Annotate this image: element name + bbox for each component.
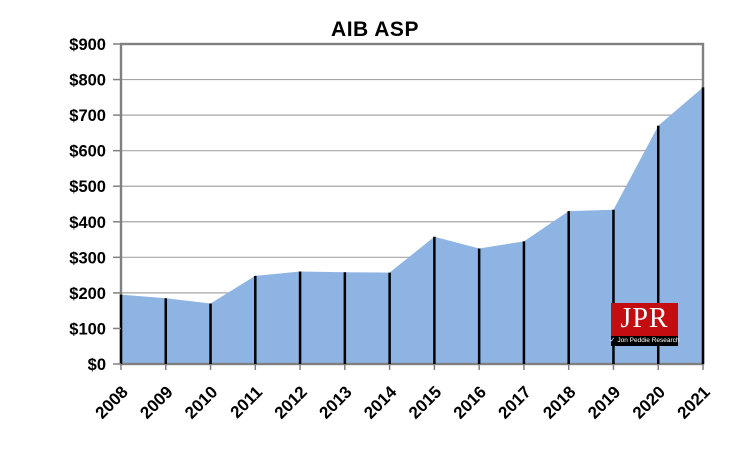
x-tick-label: 2009: [136, 382, 176, 422]
x-tick-label: 2008: [92, 382, 132, 422]
check-icon: ✓: [609, 337, 616, 344]
jpr-logo-text: JPR: [620, 302, 669, 334]
y-tick-label: $600: [69, 143, 106, 161]
y-tick-label: $200: [69, 285, 106, 303]
y-tick-label: $100: [69, 320, 106, 338]
area-series: [121, 87, 703, 364]
x-tick-label: 2015: [405, 382, 445, 422]
x-tick-label: 2021: [674, 382, 714, 422]
x-tick-label: 2010: [181, 382, 221, 422]
jpr-logo-strip: ✓ Jon Peddie Research: [609, 336, 680, 346]
x-tick-label: 2018: [539, 382, 579, 422]
x-tick-label: 2017: [495, 382, 535, 422]
x-tick-label: 2016: [450, 382, 490, 422]
x-tick-label: 2019: [584, 382, 624, 422]
x-tick-label: 2013: [315, 382, 355, 422]
y-tick-label: $0: [88, 356, 106, 374]
y-tick-label: $800: [69, 72, 106, 90]
y-tick-label: $300: [69, 249, 106, 267]
y-tick-label: $500: [69, 178, 106, 196]
x-tick-label: 2020: [629, 382, 669, 422]
y-tick-label: $700: [69, 107, 106, 125]
y-tick-label: $900: [69, 36, 106, 54]
y-tick-label: $400: [69, 214, 106, 232]
jpr-logo: JPR ✓ Jon Peddie Research: [609, 303, 680, 346]
x-tick-label: 2011: [227, 382, 267, 422]
jpr-logo-subtext: Jon Peddie Research: [617, 337, 680, 344]
x-tick-label: 2012: [271, 382, 311, 422]
chart-title: AIB ASP: [331, 18, 419, 41]
jpr-logo-mark: JPR: [611, 303, 678, 336]
x-tick-label: 2014: [360, 382, 401, 423]
